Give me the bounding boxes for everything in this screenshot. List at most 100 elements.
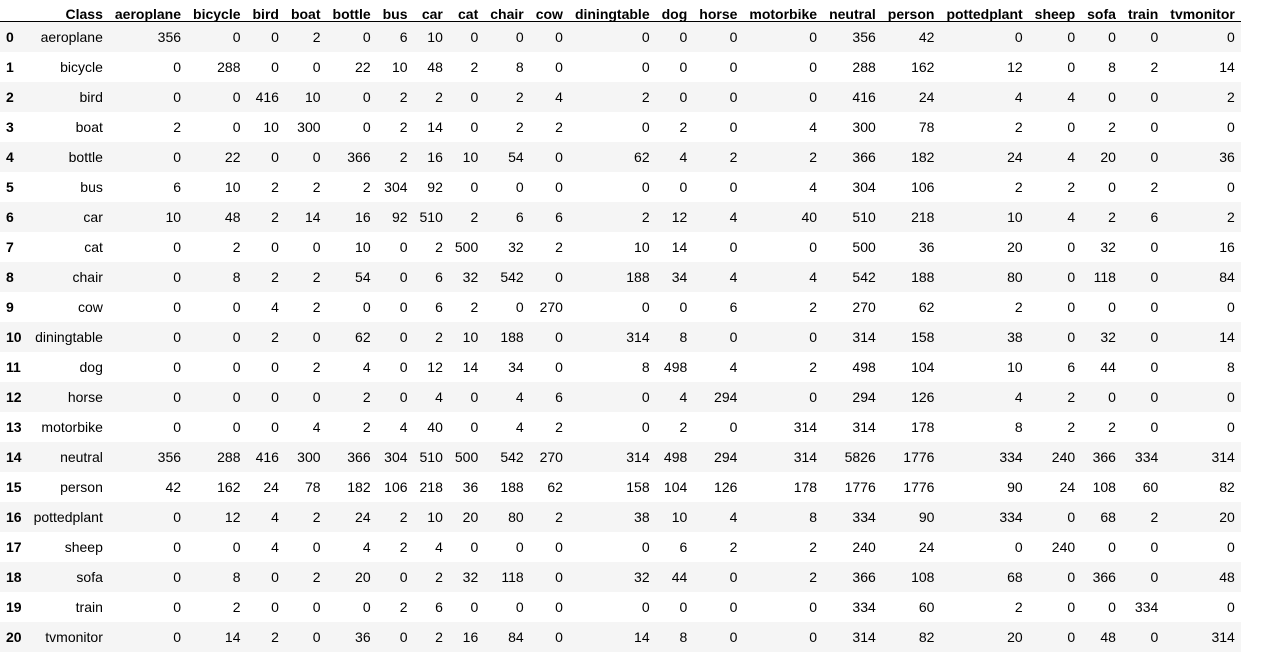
table-cell: 0 <box>232 419 241 435</box>
table-cell: 90 <box>918 509 935 525</box>
table-row: 4 bottle 0 22 0 0 366 2 16 10 54 0 62 4 2 2 366 182 24 4 20 0… <box>0 142 1241 172</box>
table-cell: 0 <box>312 539 321 555</box>
table-cell: 510 <box>852 209 876 225</box>
table-cell: 0 <box>1150 539 1159 555</box>
table-cell: 0 <box>1227 179 1235 195</box>
table-cell: 0 <box>173 239 182 255</box>
table-row: 18 sofa 0 8 0 2 20 0 2 32 118 0 32 44 0 2 366 108 68 0 366 0 4… <box>0 562 1241 592</box>
table-cell: 48 <box>1100 629 1116 645</box>
table-cell: 0 <box>173 89 182 105</box>
table-cell: 10 <box>1007 359 1023 375</box>
table-cell: 0 <box>399 299 408 315</box>
row-index: 11 <box>6 359 21 375</box>
table-row: 2 bird 0 0 416 10 0 2 2 0 2 4 2 0 0 0 416 24 4 4 0 0 2 <box>0 82 1241 112</box>
table-cell: 294 <box>852 389 876 405</box>
column-header: motorbike <box>743 0 824 22</box>
table-cell: 2 <box>435 329 443 345</box>
row-index: 4 <box>6 149 14 165</box>
table-cell: 0 <box>470 389 479 405</box>
table-cell: 0 <box>1227 419 1235 435</box>
table-cell: 2 <box>1067 419 1076 435</box>
table-cell: 2 <box>435 569 443 585</box>
column-header: bus <box>376 0 414 22</box>
row-index: 18 <box>6 569 22 585</box>
table-cell: 4 <box>1067 89 1076 105</box>
table-cell: 0 <box>729 179 738 195</box>
table-cell: 4 <box>1014 389 1023 405</box>
table-row: 5 bus 6 10 2 2 2 304 92 0 0 0 0 0 0 4 304 106 2 2 0 2 0 <box>0 172 1241 202</box>
table-row: 8 chair 0 8 2 2 54 0 6 32 542 0 188 34 4 4 542 188 80 0 118 0… <box>0 262 1241 292</box>
table-cell: 0 <box>729 329 738 345</box>
table-row: 15 person 42 162 24 78 182 106 218 36 188 62 158 104 1… <box>0 472 1241 502</box>
table-cell: 10 <box>165 209 182 225</box>
row-index: 14 <box>6 449 22 465</box>
table-cell: 0 <box>1067 119 1076 135</box>
table-cell: 0 <box>312 59 321 75</box>
table-row: 10 diningtable 0 0 2 0 62 0 2 10 188 0 314 8 0 0 314 158 3… <box>0 322 1241 352</box>
table-cell: 0 <box>679 29 688 45</box>
table-cell: 4 <box>809 179 818 195</box>
table-cell: 2 <box>399 599 408 615</box>
table-cell: 78 <box>304 479 321 495</box>
table-row: 11 dog 0 0 0 2 4 0 12 14 34 0 8 498 4 2 498 104 10 6 44 0 8 <box>0 352 1241 382</box>
table-cell: 0 <box>1227 119 1235 135</box>
table-cell: 2 <box>515 89 524 105</box>
class-name-cell: diningtable <box>35 329 103 345</box>
table-cell: 10 <box>671 509 688 525</box>
table-cell: 0 <box>362 299 371 315</box>
table-cell: 0 <box>232 389 241 405</box>
class-name-cell: motorbike <box>41 419 103 435</box>
table-cell: 6 <box>729 299 738 315</box>
table-cell: 0 <box>679 599 688 615</box>
table-cell: 14 <box>1219 329 1235 345</box>
table-cell: 6 <box>399 29 408 45</box>
table-cell: 10 <box>427 29 443 45</box>
table-cell: 68 <box>1007 569 1023 585</box>
table-cell: 32 <box>462 569 479 585</box>
table-cell: 0 <box>1150 419 1159 435</box>
table-cell: 14 <box>634 629 650 645</box>
table-cell: 2 <box>399 539 408 555</box>
class-name-cell: sheep <box>64 539 103 555</box>
table-cell: 0 <box>362 29 371 45</box>
table-cell: 40 <box>801 209 818 225</box>
table-cell: 82 <box>1219 479 1235 495</box>
table-row: 20 tvmonitor 0 14 2 0 36 0 2 16 84 0 14 8 0 0 314 82 20 0 48… <box>0 622 1241 652</box>
table-cell: 314 <box>793 419 818 435</box>
table-cell: 48 <box>427 59 443 75</box>
table-cell: 8 <box>679 329 688 345</box>
table-cell: 542 <box>500 269 524 285</box>
table-cell: 8 <box>641 359 650 375</box>
table-cell: 2 <box>809 149 818 165</box>
table-cell: 60 <box>1142 479 1159 495</box>
table-cell: 300 <box>297 449 321 465</box>
table-cell: 6 <box>515 209 524 225</box>
table-cell: 2 <box>555 119 563 135</box>
table-cell: 0 <box>1150 569 1159 585</box>
row-index: 1 <box>6 59 14 75</box>
table-cell: 90 <box>1007 479 1023 495</box>
table-cell: 6 <box>435 599 443 615</box>
class-name-cell: bicycle <box>60 59 103 75</box>
table-cell: 2 <box>232 599 241 615</box>
table-cell: 32 <box>1100 329 1116 345</box>
table-cell: 82 <box>918 629 935 645</box>
table-cell: 0 <box>173 539 182 555</box>
row-index: 7 <box>6 239 14 255</box>
table-cell: 2 <box>1150 179 1159 195</box>
table-cell: 108 <box>1092 479 1116 495</box>
table-cell: 0 <box>173 329 182 345</box>
table-cell: 0 <box>271 149 279 165</box>
column-header: diningtable <box>568 0 656 22</box>
table-cell: 0 <box>399 629 408 645</box>
table-cell: 20 <box>1219 509 1235 525</box>
class-name-cell: train <box>75 599 103 615</box>
table-cell: 182 <box>911 149 935 165</box>
table-cell: 0 <box>515 539 524 555</box>
table-cell: 0 <box>729 89 738 105</box>
table-cell: 10 <box>304 89 321 105</box>
table-cell: 4 <box>729 359 738 375</box>
class-name-cell: horse <box>67 389 103 405</box>
table-cell: 60 <box>918 599 935 615</box>
row-index: 20 <box>6 629 22 645</box>
